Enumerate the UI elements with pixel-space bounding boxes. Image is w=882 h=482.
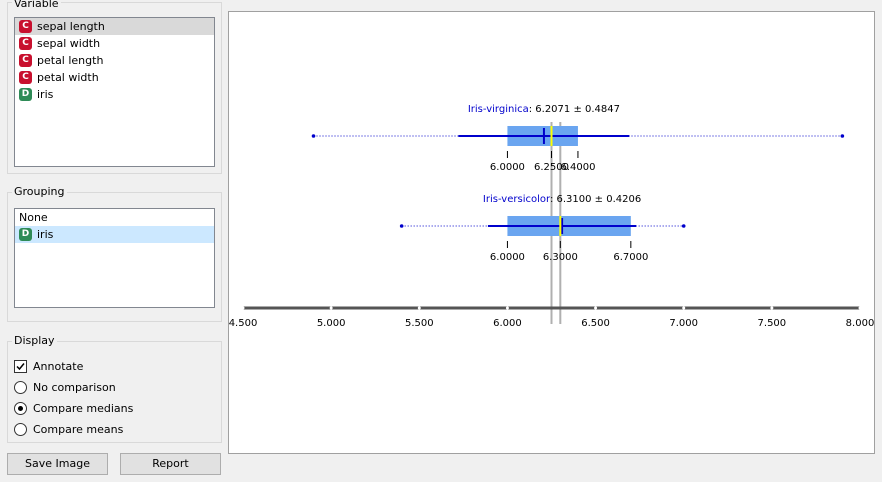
list-item-label: petal width: [37, 71, 99, 84]
list-item-none[interactable]: None: [15, 209, 214, 226]
save-image-button[interactable]: Save Image: [7, 453, 108, 475]
x-axis-tick: [594, 306, 598, 310]
quartile-label: 6.2500: [534, 162, 569, 173]
radio-selected-icon: [14, 401, 27, 415]
whisker-max-point: [681, 224, 686, 228]
compare-means-radio[interactable]: Compare means: [14, 421, 123, 437]
radio-icon: [14, 422, 27, 436]
discrete-icon: D: [19, 228, 32, 241]
compare-medians-label: Compare medians: [33, 401, 134, 415]
whisker-max-point: [840, 134, 845, 138]
x-axis-tick-label: 7.000: [669, 318, 698, 329]
continuous-icon: C: [19, 54, 32, 67]
list-item-label: iris: [37, 228, 54, 241]
display-group: Display Annotate No comparison Compare m…: [7, 334, 222, 443]
continuous-icon: C: [19, 37, 32, 50]
discrete-icon: D: [19, 88, 32, 101]
quartile-label: 6.3000: [543, 252, 578, 263]
display-group-title: Display: [12, 334, 57, 347]
compare-medians-radio[interactable]: Compare medians: [14, 400, 133, 416]
continuous-icon: C: [19, 20, 32, 33]
whisker-min-point: [399, 224, 404, 228]
grouping-group-title: Grouping: [12, 185, 67, 198]
quartile-label: 6.4000: [560, 162, 595, 173]
box-annotation: Iris-versicolor: 6.3100 ± 0.4206: [483, 194, 641, 205]
x-axis-tick: [505, 306, 509, 310]
list-item-label: sepal length: [37, 20, 105, 33]
x-axis-tick: [417, 306, 421, 310]
whisker-min-point: [311, 134, 316, 138]
compare-means-label: Compare means: [33, 422, 124, 436]
x-axis-tick: [241, 306, 245, 310]
x-axis-tick-label: 8.000: [846, 318, 874, 329]
x-axis-tick: [329, 306, 333, 310]
x-axis-tick-label: 4.500: [229, 318, 257, 329]
x-axis-tick-label: 5.000: [317, 318, 346, 329]
report-button[interactable]: Report: [120, 453, 221, 475]
box-annotation: Iris-virginica: 6.2071 ± 0.4847: [468, 104, 620, 115]
x-axis-tick: [770, 306, 774, 310]
x-axis-tick-label: 6.500: [581, 318, 610, 329]
quartile-label: 6.0000: [490, 162, 525, 173]
quartile-label: 6.0000: [490, 252, 525, 263]
list-item-label: petal length: [37, 54, 104, 67]
quartile-label: 6.7000: [613, 252, 648, 263]
no-comparison-label: No comparison: [33, 380, 116, 394]
list-item-label: iris: [37, 88, 54, 101]
continuous-icon: C: [19, 71, 32, 84]
no-comparison-radio[interactable]: No comparison: [14, 379, 116, 395]
x-axis-tick-label: 5.500: [405, 318, 434, 329]
x-axis-tick-label: 7.500: [758, 318, 787, 329]
box-plot-chart: Iris-virginica: 6.2071 ± 0.4847 6.0000 6.2…: [229, 104, 875, 329]
radio-icon: [14, 380, 27, 394]
mean-sd-label: : 6.3100 ± 0.4206: [550, 194, 641, 205]
box-plot-area: Iris-virginica: 6.2071 ± 0.4847 6.0000 6.2…: [228, 11, 875, 454]
series-name-label: Iris-versicolor: [483, 194, 551, 205]
annotate-checkbox[interactable]: Annotate: [14, 358, 83, 374]
x-axis-tick: [858, 306, 862, 310]
mean-sd-label: : 6.2071 ± 0.4847: [529, 104, 620, 115]
series-name-label: Iris-virginica: [468, 104, 529, 115]
x-axis-tick: [682, 306, 686, 310]
x-axis-tick-label: 6.000: [493, 318, 522, 329]
list-item-label: None: [19, 211, 48, 224]
list-item-label: sepal width: [37, 37, 101, 50]
variable-group-title: Variable: [12, 0, 61, 10]
checkbox-checked-icon: [14, 359, 27, 373]
annotate-label: Annotate: [33, 359, 84, 373]
